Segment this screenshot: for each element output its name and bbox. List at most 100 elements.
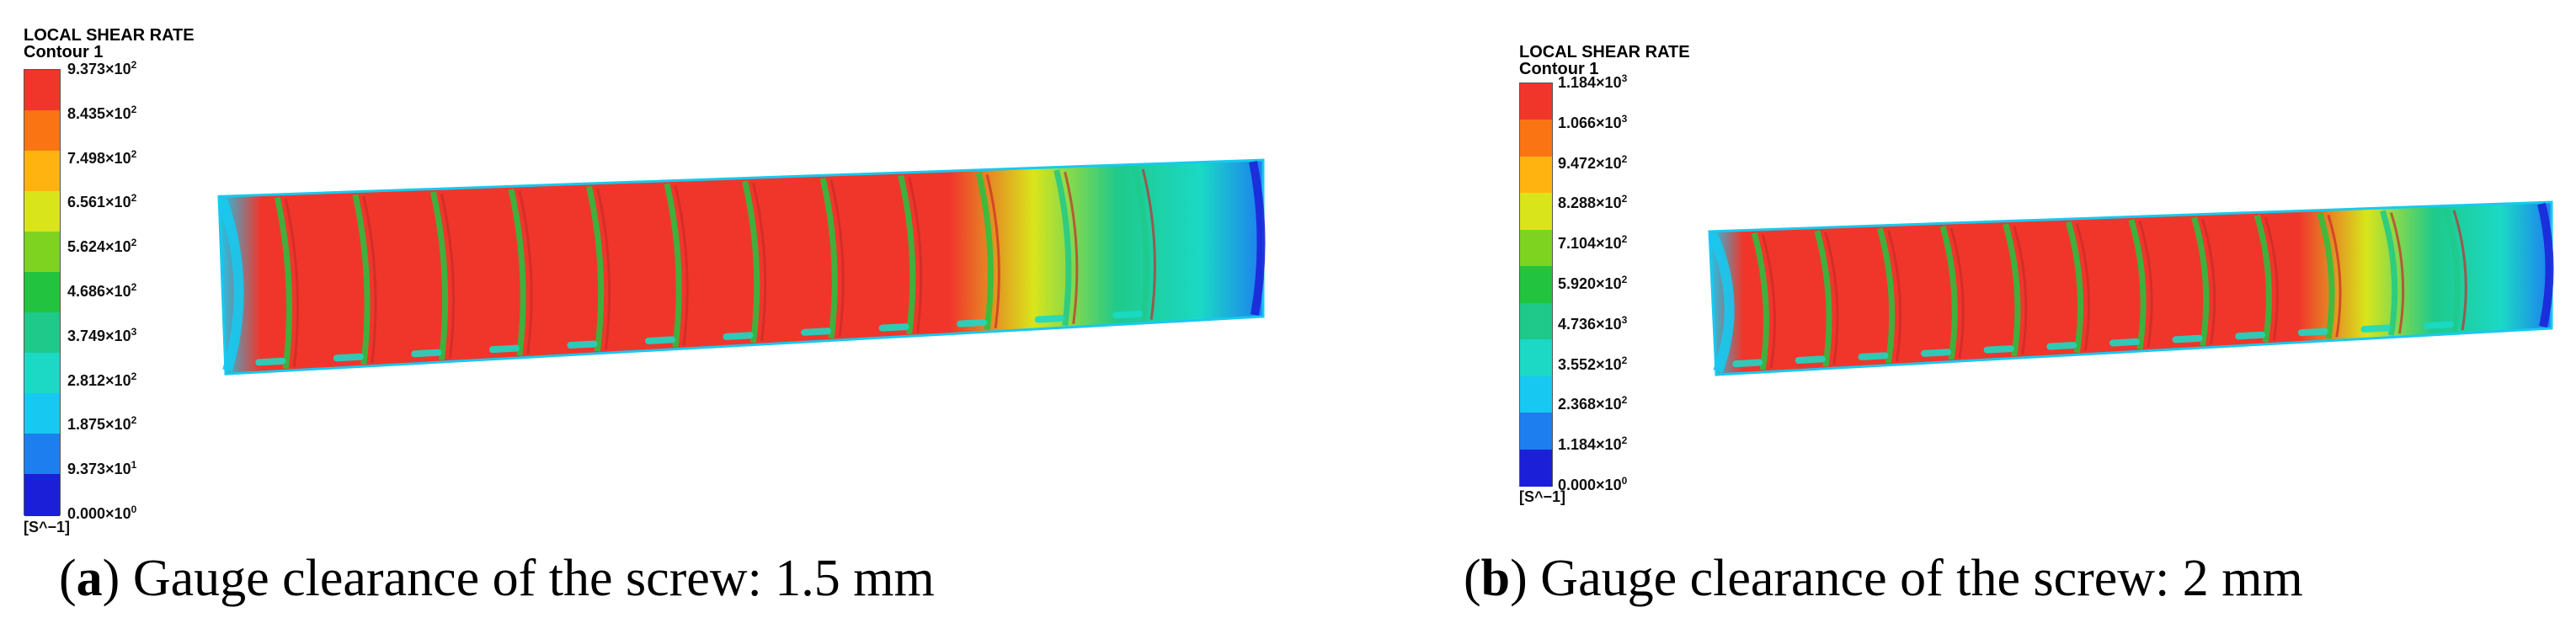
screw-flight-shadow [518,190,533,354]
flight-root-highlight [1858,352,1889,360]
flight-root-highlight [2109,338,2140,347]
legend-tick-label: 7.498×102 [67,147,137,167]
color-bar-swatch [1520,339,1552,378]
screw-flight-shadow [2452,210,2467,331]
color-bar-swatch [1520,83,1552,121]
legend-tick-label: 4.736×103 [1558,313,1628,333]
flight-root-highlight [723,332,754,340]
screw-contour-image [1708,200,2554,376]
flight-root-highlight [333,353,364,362]
screw-flight-shadow [985,173,1000,329]
color-bar-swatch [1520,229,1552,268]
legend-tick-label: 5.624×102 [67,237,137,256]
legend-tick-label: 8.288×102 [1558,193,1628,212]
legend-tick-label: 8.435×102 [67,103,137,122]
caption-label: a [76,550,103,607]
legend-unit: [S^−1] [1519,488,1566,505]
color-bar-swatch [24,70,60,112]
screw-body [1708,200,2553,376]
screw-flight [1939,225,1958,360]
legend-tick-label: 3.749×103 [67,325,137,344]
panel-a: LOCAL SHEAR RATE Contour 1 9.373×102 8.43… [24,26,1266,607]
legend-unit: [S^−1] [24,519,71,535]
screw-flight [1053,169,1072,327]
flight-root-highlight [2424,321,2455,329]
screw-flight-shadow [1886,230,1902,362]
caption-b: (b) Gauge clearance of the screw: 2 mm [1464,550,2303,607]
screw-flight-shadow [1824,232,1839,365]
flight-root-highlight [255,357,286,366]
legend-title: LOCAL SHEAR RATE [1519,43,1690,61]
screw-flight [508,189,526,356]
screw-flight-shadow [362,195,377,363]
legend-tick-label: 2.812×102 [67,370,137,389]
screw-flight-shadow [908,177,923,333]
flight-root-highlight [567,340,598,349]
screw-flight-shadow [440,193,456,359]
screw-flight [2065,221,2083,354]
screw-flight [1877,227,1896,364]
color-bar-swatch [24,353,60,395]
legend-title: LOCAL SHEAR RATE [24,26,195,45]
screw-flight-shadow [1141,168,1156,320]
color-bar [24,69,61,516]
caption-text: Gauge clearance of the screw: 2 mm [1527,550,2303,607]
screw-flight [1814,230,1832,367]
flight-root-highlight [957,319,988,328]
legend-subtitle: Contour 1 [1519,60,1599,78]
screw-flight [352,194,371,365]
panel-b: LOCAL SHEAR RATE Contour 1 1.184×103 1.06… [1464,0,2576,634]
flight-root-highlight [1983,345,2014,354]
flight-root-highlight [1112,310,1144,319]
flight-root-highlight [2172,334,2203,344]
caption-a: (a) Gauge clearance of the screw: 1.5 mm [59,550,935,607]
screw-flight-shadow [752,182,767,342]
color-bar-swatch [24,191,60,233]
legend-tick-label: 4.686×102 [67,281,137,300]
screw-flight-shadow [1761,234,1776,369]
screw-flight [1131,167,1149,322]
caption-label: b [1480,550,1511,607]
screw-flight [2253,214,2272,344]
color-bar-swatch [24,474,60,516]
flight-root-highlight [801,328,832,336]
legend-tick-label: 5.920×102 [1558,274,1628,292]
screw-flight [975,172,994,331]
screw-flight [2317,212,2335,339]
color-bar-swatch [24,312,60,354]
screw-flight-shadow [1064,171,1079,324]
screw-flight-shadow [2138,221,2153,348]
legend-tick-label: 9.373×101 [67,459,137,478]
flight-root-highlight [1732,359,1763,368]
caption-text: Gauge clearance of the screw: 1.5 mm [120,550,935,607]
color-bar-swatch [1520,266,1552,305]
legend-tick-label: 7.104×102 [1558,233,1628,253]
flight-root-highlight [411,349,442,358]
legend-tick-label: 1.184×102 [1558,434,1628,454]
screw-flight-shadow [2264,216,2279,341]
screw-outlet-end [1249,161,1266,316]
legend-tick-label: 6.561×102 [67,192,137,211]
flight-root-highlight [2297,328,2328,337]
screw-flight-shadow [595,188,611,350]
screw-flight [586,185,605,352]
screw-flight-shadow [2390,212,2405,334]
legend-tick-label: 0.000×100 [1558,475,1628,493]
color-bar-swatch [24,232,60,274]
shear-rate-legend: LOCAL SHEAR RATE Contour 1 1.184×103 1.06… [1519,44,1713,515]
legend-tick-label: 9.472×102 [1558,152,1628,172]
screw-outlet-end [2537,202,2554,328]
color-bar-swatch [1520,193,1552,232]
legend-tick-label: 3.552×102 [1558,354,1628,373]
color-bar [1519,83,1553,487]
screw-flight [429,191,449,360]
screw-flight [2380,210,2398,336]
screw-flight [898,174,916,335]
legend-tick-label: 9.373×102 [67,59,137,77]
screw-flight-shadow [284,199,300,367]
flight-root-highlight [2360,324,2392,333]
screw-flight-shadow [2013,225,2028,355]
screw-flight-shadow [2201,218,2216,344]
screw-contour-image [217,158,1266,376]
screw-flight [819,178,838,339]
